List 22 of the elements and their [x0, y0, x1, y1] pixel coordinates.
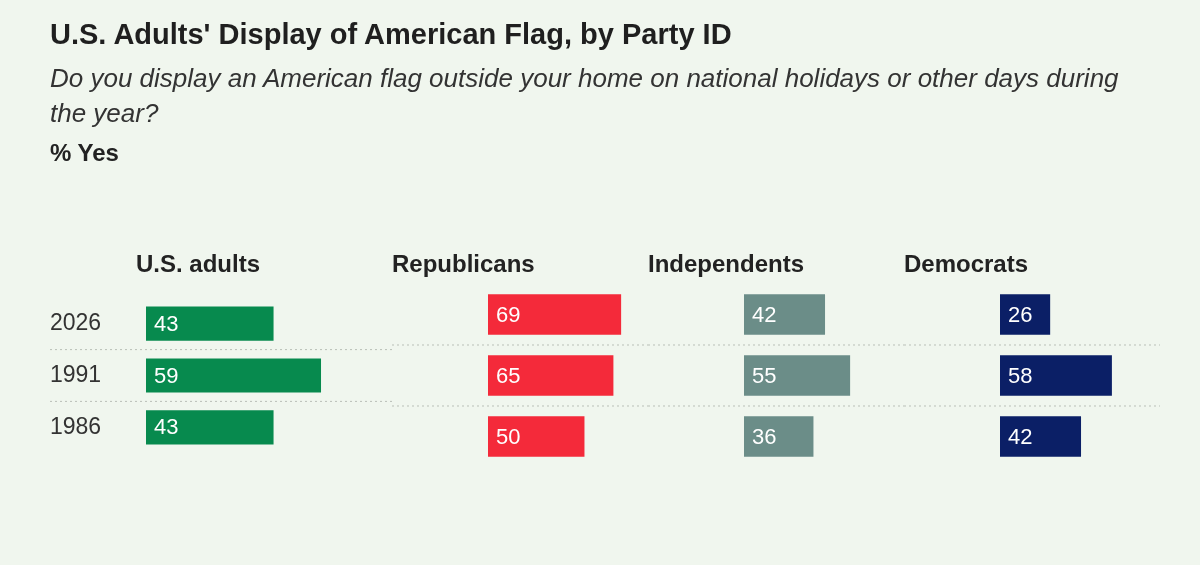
chart-title: Independents: [648, 250, 805, 279]
y-tick-label: 2026: [50, 309, 102, 336]
data-label: 43: [154, 414, 179, 440]
chart-title: Republicans: [392, 250, 536, 279]
chart-title: U.S. adults: [136, 250, 262, 279]
y-tick-label: 1991: [50, 360, 102, 387]
data-label: 26: [1008, 301, 1033, 327]
data-label: 42: [1008, 423, 1033, 449]
chart-title: Democrats: [904, 250, 1030, 279]
data-label: 36: [752, 423, 777, 449]
data-label: 58: [1008, 362, 1033, 388]
data-label: 50: [496, 423, 521, 449]
data-label: 69: [496, 301, 521, 327]
y-tick-label: 1986: [50, 412, 102, 439]
text: Do you display an American flag outside your home on national holidays or other days during the year?: [50, 62, 1120, 130]
text: U.S. Adults' Display of American Flag, by Party ID: [50, 18, 733, 51]
data-label: 43: [154, 310, 179, 336]
data-label: 59: [154, 362, 179, 388]
data-label: 65: [496, 362, 521, 388]
text: % Yes: [50, 139, 120, 167]
data-label: 42: [752, 301, 777, 327]
data-label: 55: [752, 362, 777, 388]
